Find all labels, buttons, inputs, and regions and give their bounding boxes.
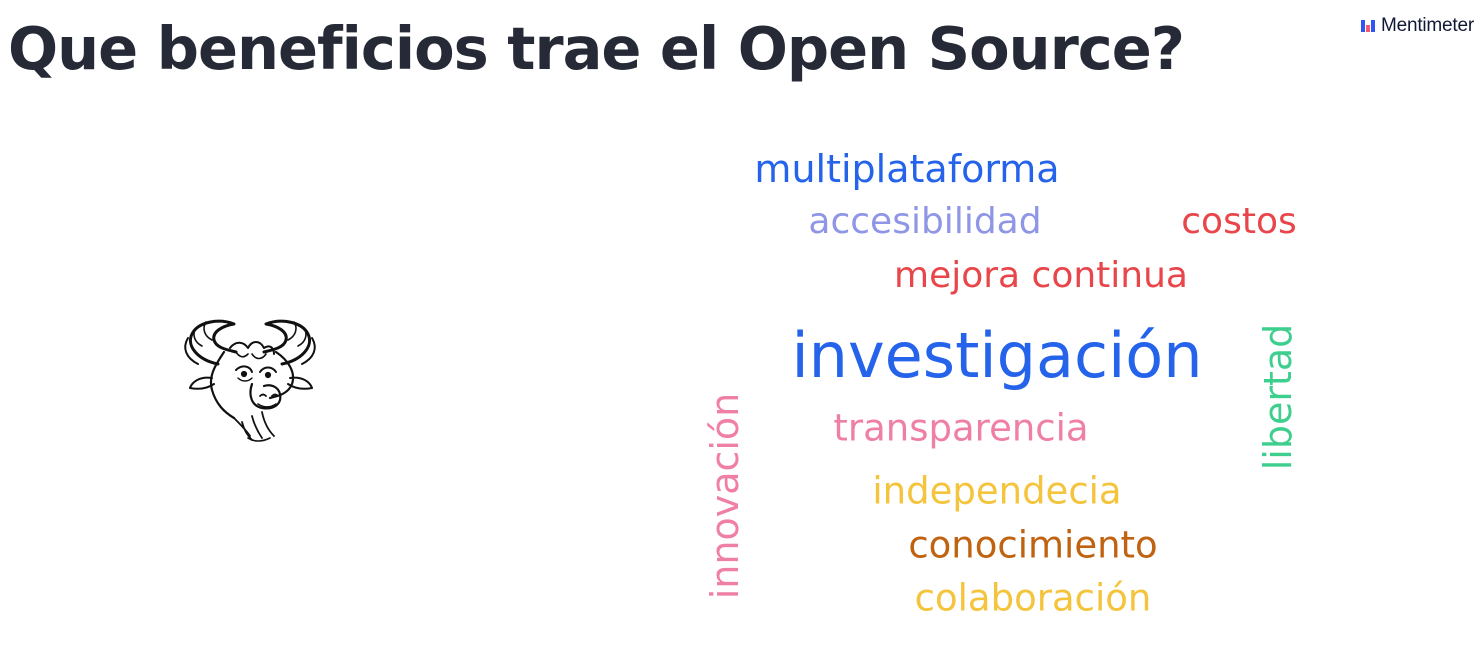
word-transparencia: transparencia	[833, 406, 1089, 450]
word-libertad: libertad	[1256, 323, 1300, 471]
word-costos: costos	[1181, 201, 1297, 242]
mentimeter-brand: Mentimeter	[1360, 15, 1474, 37]
word-colaboracion: colaboración	[914, 576, 1152, 620]
word-conocimiento: conocimiento	[908, 523, 1158, 567]
gnu-head-icon	[184, 319, 316, 442]
word-independecia: independecia	[872, 469, 1122, 513]
mentimeter-logo-icon	[1360, 20, 1375, 32]
word-investigacion: investigación	[791, 319, 1203, 392]
brand-name: Mentimeter	[1380, 15, 1474, 36]
word-multiplataforma: multiplataforma	[754, 147, 1060, 191]
word-mejora-continua: mejora continua	[894, 255, 1188, 296]
word-innovacion: innovación	[703, 392, 747, 600]
word-accesibilidad: accesibilidad	[808, 201, 1042, 242]
slide-title: Que beneficios trae el Open Source?	[8, 14, 1185, 83]
